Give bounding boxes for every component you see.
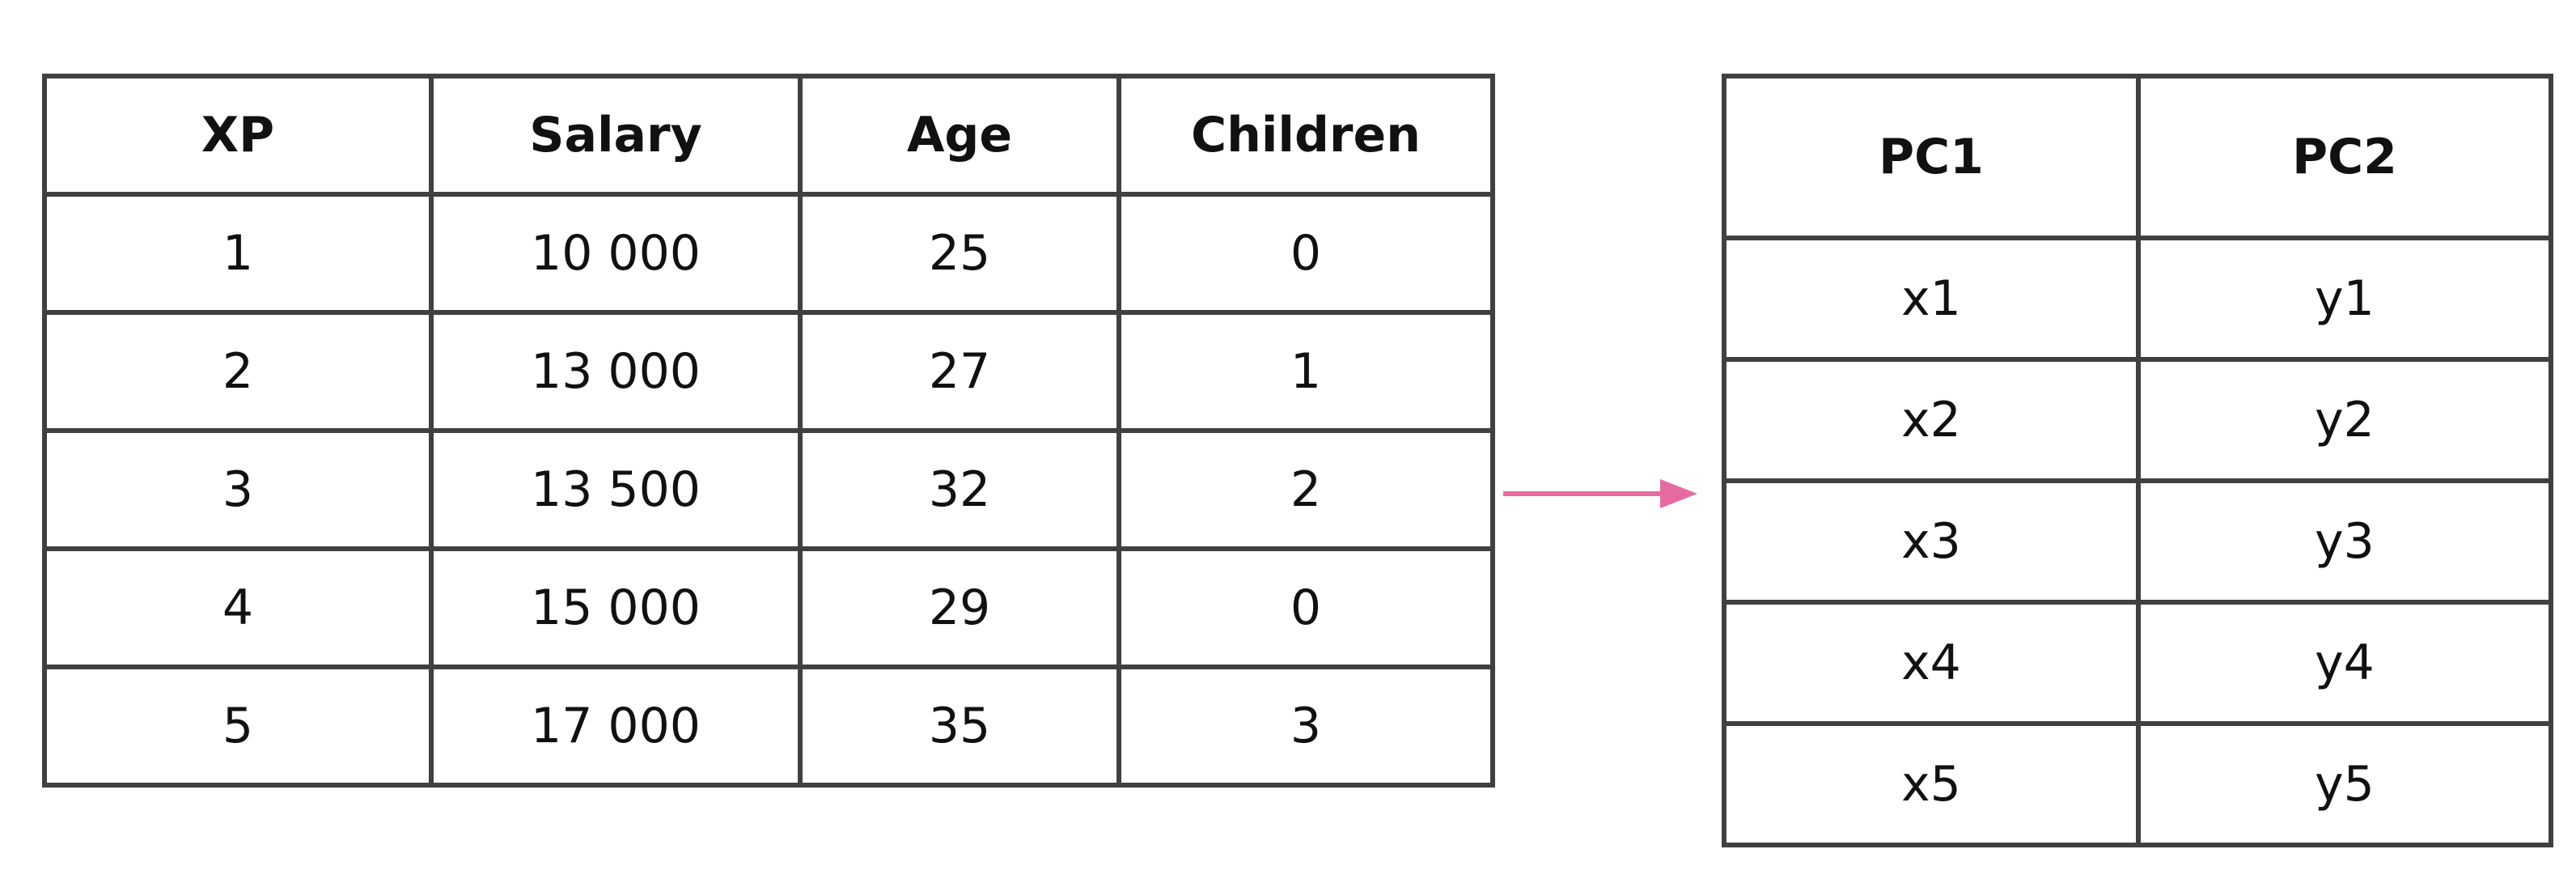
table-row: x4 y4 <box>1722 600 2553 726</box>
table-header-row: PC1 PC2 <box>1722 74 2553 240</box>
column-header-children: Children <box>1116 74 1495 197</box>
table-row: 5 17 000 35 3 <box>42 665 1495 788</box>
cell-age: 25 <box>798 192 1121 315</box>
arrow-head <box>1660 479 1697 508</box>
principal-components-table: PC1 PC2 x1 y1 x2 y2 x3 y3 x4 y4 x5 y5 <box>1722 74 2553 847</box>
cell-pc1: x5 <box>1722 721 2141 847</box>
cell-xp: 2 <box>42 310 434 433</box>
cell-salary: 17 000 <box>429 665 803 788</box>
table-row: 3 13 500 32 2 <box>42 428 1495 551</box>
cell-pc2: y5 <box>2136 721 2553 847</box>
cell-age: 32 <box>798 428 1121 551</box>
cell-xp: 5 <box>42 665 434 788</box>
cell-salary: 13 500 <box>429 428 803 551</box>
arrow-right-icon <box>1503 479 1697 508</box>
table-row: x2 y2 <box>1722 357 2553 483</box>
cell-children: 1 <box>1116 310 1495 433</box>
cell-pc2: y2 <box>2136 357 2553 483</box>
cell-pc1: x3 <box>1722 478 2141 605</box>
cell-xp: 1 <box>42 192 434 315</box>
column-header-salary: Salary <box>429 74 803 197</box>
cell-salary: 10 000 <box>429 192 803 315</box>
cell-salary: 13 000 <box>429 310 803 433</box>
cell-age: 29 <box>798 546 1121 669</box>
table-row: 4 15 000 29 0 <box>42 546 1495 669</box>
column-header-pc2: PC2 <box>2136 74 2553 240</box>
cell-salary: 15 000 <box>429 546 803 669</box>
cell-pc1: x1 <box>1722 236 2141 362</box>
cell-xp: 3 <box>42 428 434 551</box>
table-row: x1 y1 <box>1722 236 2553 362</box>
cell-pc1: x4 <box>1722 600 2141 726</box>
column-header-age: Age <box>798 74 1121 197</box>
cell-age: 27 <box>798 310 1121 433</box>
cell-children: 0 <box>1116 546 1495 669</box>
column-header-xp: XP <box>42 74 434 197</box>
cell-children: 0 <box>1116 192 1495 315</box>
table-row: 2 13 000 27 1 <box>42 310 1495 433</box>
table-row: 1 10 000 25 0 <box>42 192 1495 315</box>
cell-pc2: y1 <box>2136 236 2553 362</box>
cell-xp: 4 <box>42 546 434 669</box>
original-features-table: XP Salary Age Children 1 10 000 25 0 2 1… <box>42 74 1495 788</box>
cell-children: 2 <box>1116 428 1495 551</box>
table-row: x3 y3 <box>1722 478 2553 605</box>
cell-pc1: x2 <box>1722 357 2141 483</box>
cell-pc2: y4 <box>2136 600 2553 726</box>
table-header-row: XP Salary Age Children <box>42 74 1495 197</box>
cell-children: 3 <box>1116 665 1495 788</box>
table-row: x5 y5 <box>1722 721 2553 847</box>
cell-age: 35 <box>798 665 1121 788</box>
cell-pc2: y3 <box>2136 478 2553 605</box>
column-header-pc1: PC1 <box>1722 74 2141 240</box>
